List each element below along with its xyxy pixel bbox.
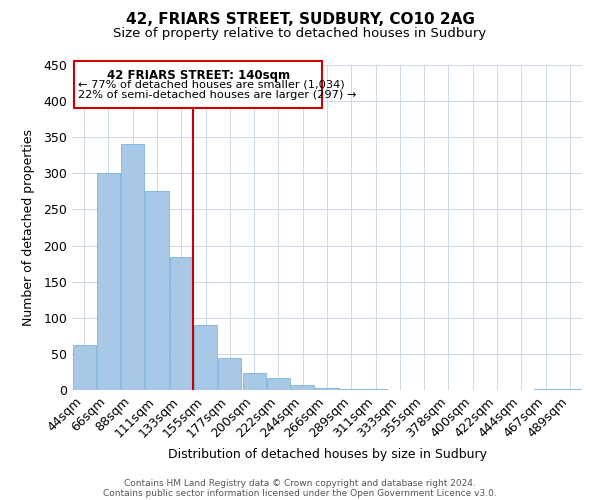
Text: Contains public sector information licensed under the Open Government Licence v3: Contains public sector information licen… bbox=[103, 488, 497, 498]
Text: 22% of semi-detached houses are larger (297) →: 22% of semi-detached houses are larger (… bbox=[78, 90, 356, 100]
Bar bbox=[242, 374, 266, 390]
Bar bbox=[170, 257, 193, 390]
X-axis label: Distribution of detached houses by size in Sudbury: Distribution of detached houses by size … bbox=[167, 448, 487, 461]
Bar bbox=[316, 388, 338, 390]
FancyBboxPatch shape bbox=[74, 60, 322, 108]
Bar bbox=[291, 385, 314, 390]
Bar bbox=[73, 345, 95, 390]
Text: ← 77% of detached houses are smaller (1,034): ← 77% of detached houses are smaller (1,… bbox=[78, 80, 344, 90]
Text: Size of property relative to detached houses in Sudbury: Size of property relative to detached ho… bbox=[113, 28, 487, 40]
Bar bbox=[194, 325, 217, 390]
Bar bbox=[145, 192, 169, 390]
Y-axis label: Number of detached properties: Number of detached properties bbox=[22, 129, 35, 326]
Bar bbox=[267, 378, 290, 390]
Bar bbox=[218, 358, 241, 390]
Text: Contains HM Land Registry data © Crown copyright and database right 2024.: Contains HM Land Registry data © Crown c… bbox=[124, 478, 476, 488]
Bar bbox=[121, 144, 144, 390]
Text: 42, FRIARS STREET, SUDBURY, CO10 2AG: 42, FRIARS STREET, SUDBURY, CO10 2AG bbox=[125, 12, 475, 28]
Bar bbox=[97, 172, 120, 390]
Text: 42 FRIARS STREET: 140sqm: 42 FRIARS STREET: 140sqm bbox=[107, 70, 290, 82]
